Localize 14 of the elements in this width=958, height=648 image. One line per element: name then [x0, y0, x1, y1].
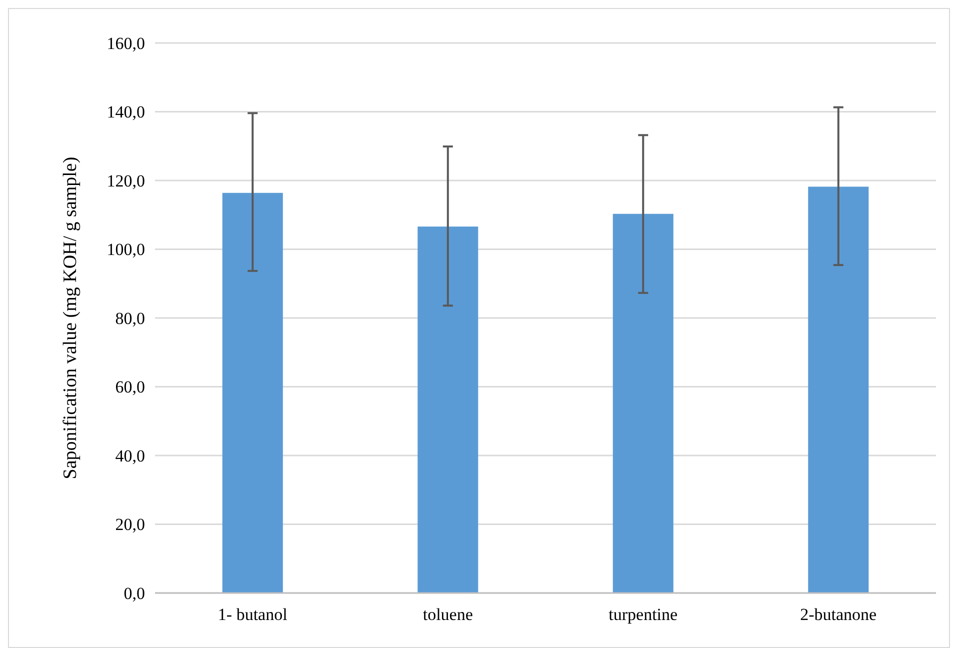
y-tick-label: 0,0 [124, 584, 145, 603]
y-tick-label: 100,0 [106, 240, 145, 260]
x-tick-label: 2-butanone [800, 605, 877, 624]
y-tick-label: 40,0 [115, 446, 145, 466]
x-tick-label: toluene [422, 605, 473, 624]
y-tick-label: 80,0 [115, 308, 145, 328]
y-tick-label: 20,0 [115, 515, 145, 534]
y-tick-label: 60,0 [115, 378, 145, 397]
y-tick-label: 160,0 [106, 34, 145, 53]
y-tick-label: 140,0 [106, 102, 145, 122]
y-tick-label: 120,0 [106, 171, 145, 190]
y-axis-title: Saponification value (mg KOH/ g sample) [60, 156, 81, 480]
x-tick-label: 1- butanol [218, 605, 288, 624]
x-tick-label: turpentine [608, 605, 678, 624]
